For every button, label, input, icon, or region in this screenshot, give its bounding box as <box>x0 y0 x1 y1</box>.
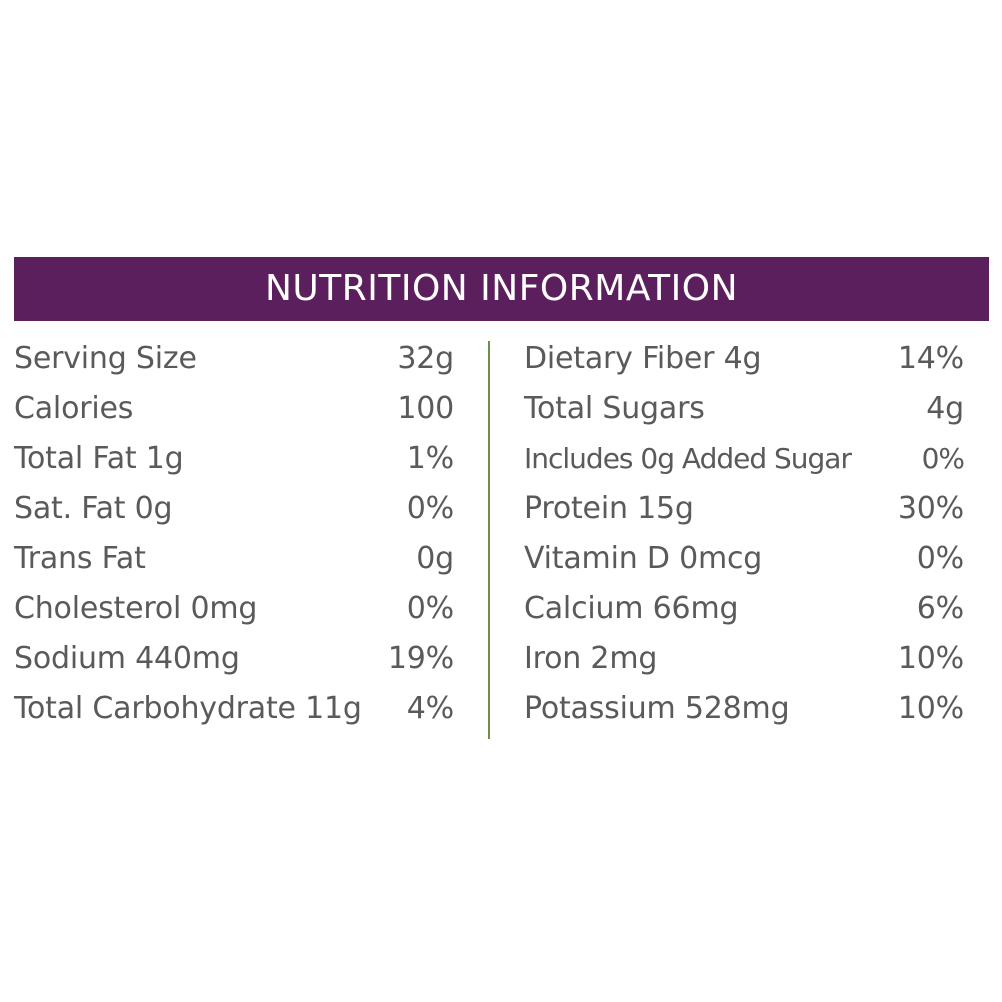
nutrient-name: Total Fat 1g <box>14 440 184 476</box>
nutrient-name: Vitamin D 0mcg <box>524 540 763 576</box>
nutrient-row-protein: Protein 15g 30% <box>524 483 964 533</box>
nutrient-value: 32g <box>397 340 454 376</box>
nutrient-name: Cholesterol 0mg <box>14 590 258 626</box>
nutrient-value: 100 <box>397 390 454 426</box>
nutrient-name: Calories <box>14 390 134 426</box>
nutrient-name: Total Sugars <box>524 390 705 426</box>
nutrient-row-sat-fat: Sat. Fat 0g 0% <box>14 483 454 533</box>
nutrient-row-total-sugars: Total Sugars 4g <box>524 383 964 433</box>
nutrient-row-added-sugar: Includes 0g Added Sugar 0% <box>524 433 965 483</box>
nutrient-row-calcium: Calcium 66mg 6% <box>524 583 964 633</box>
nutrient-value: 6% <box>916 590 964 626</box>
nutrition-title: NUTRITION INFORMATION <box>264 268 739 309</box>
right-nutrient-column: Dietary Fiber 4g 14% Total Sugars 4g Inc… <box>524 333 965 733</box>
nutrient-name: Calcium 66mg <box>524 590 739 626</box>
nutrient-row-calories: Calories 100 <box>14 383 454 433</box>
nutrient-name: Dietary Fiber 4g <box>524 340 762 376</box>
nutrient-row-trans-fat: Trans Fat 0g <box>14 533 454 583</box>
nutrient-row-potassium: Potassium 528mg 10% <box>524 683 964 733</box>
nutrient-row-serving-size: Serving Size 32g <box>14 333 454 383</box>
nutrient-value: 0% <box>916 540 964 576</box>
nutrient-value: 0% <box>406 490 454 526</box>
nutrient-value: 0% <box>406 590 454 626</box>
nutrient-row-dietary-fiber: Dietary Fiber 4g 14% <box>524 333 964 383</box>
nutrient-value: 4g <box>926 390 964 426</box>
column-divider <box>488 341 490 739</box>
nutrient-name: Serving Size <box>14 340 197 376</box>
nutrient-name: Iron 2mg <box>524 640 658 676</box>
nutrient-row-iron: Iron 2mg 10% <box>524 633 964 683</box>
nutrient-name: Protein 15g <box>524 490 694 526</box>
nutrient-name: Sat. Fat 0g <box>14 490 173 526</box>
nutrient-value: 0% <box>921 441 965 475</box>
nutrient-name: Sodium 440mg <box>14 640 240 676</box>
nutrient-value: 19% <box>387 640 454 676</box>
nutrient-value: 10% <box>897 690 964 726</box>
nutrient-value: 1% <box>406 440 454 476</box>
nutrient-name: Trans Fat <box>14 540 146 576</box>
nutrient-value: 30% <box>897 490 964 526</box>
nutrient-row-vitamin-d: Vitamin D 0mcg 0% <box>524 533 964 583</box>
nutrient-name: Potassium 528mg <box>524 690 790 726</box>
nutrition-panel: NUTRITION INFORMATION Serving Size 32g C… <box>14 257 989 747</box>
nutrient-value: 4% <box>406 690 454 726</box>
nutrition-header: NUTRITION INFORMATION <box>14 257 989 321</box>
left-nutrient-column: Serving Size 32g Calories 100 Total Fat … <box>14 333 454 733</box>
nutrient-value: 14% <box>897 340 964 376</box>
nutrient-row-total-carbohydrate: Total Carbohydrate 11g 4% <box>14 683 454 733</box>
nutrient-value: 10% <box>897 640 964 676</box>
nutrient-value: 0g <box>416 540 454 576</box>
nutrient-row-cholesterol: Cholesterol 0mg 0% <box>14 583 454 633</box>
nutrient-name: Includes 0g Added Sugar <box>524 441 852 475</box>
nutrient-name: Total Carbohydrate 11g <box>14 690 362 726</box>
nutrient-row-total-fat: Total Fat 1g 1% <box>14 433 454 483</box>
nutrient-row-sodium: Sodium 440mg 19% <box>14 633 454 683</box>
